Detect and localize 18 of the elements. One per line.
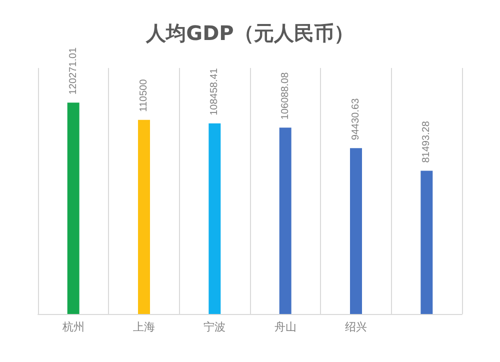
data-label: 81493.28 [421, 120, 432, 163]
bar [350, 148, 362, 314]
data-label: 106088.08 [280, 72, 291, 120]
x-tick-label: 绍兴 [345, 320, 367, 334]
data-label: 108458.41 [209, 68, 220, 116]
x-tick-label: 上海 [133, 320, 155, 334]
chart-title: 人均GDP（元人民币） [145, 21, 354, 45]
x-tick-label: 宁波 [204, 320, 226, 334]
bar [208, 123, 221, 314]
data-label: 110500 [138, 78, 150, 112]
data-label: 120271.01 [68, 46, 79, 95]
x-tick-label: 舟山 [274, 320, 296, 334]
bar [67, 102, 80, 314]
data-label: 94430.63 [350, 98, 362, 140]
x-tick-label: 杭州 [61, 320, 84, 334]
bar [420, 170, 433, 314]
bar [279, 128, 292, 314]
bar [138, 120, 150, 314]
